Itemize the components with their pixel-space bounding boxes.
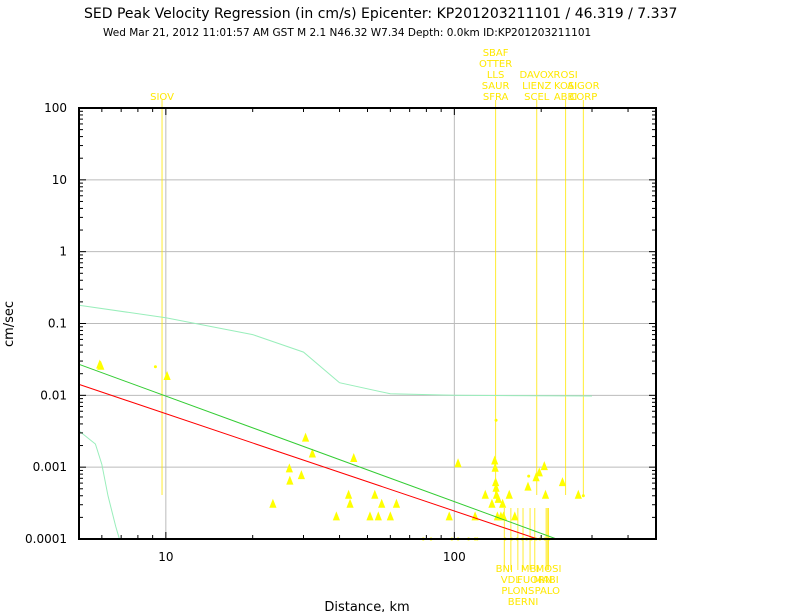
data-point (286, 475, 294, 485)
chart-title: SED Peak Velocity Regression (in cm/s) E… (84, 6, 677, 22)
station-label: SIOV (150, 92, 174, 103)
data-point (574, 489, 582, 499)
data-point (378, 498, 386, 508)
station-label-bottom: MBI (521, 564, 539, 575)
regression-line-green (78, 363, 557, 540)
y-tick-label: 0.0001 (25, 532, 67, 546)
chart-subtitle: Wed Mar 21, 2012 11:01:57 AM GST M 2.1 N… (103, 27, 591, 39)
station-label-bottom: BERNI (508, 597, 539, 608)
data-point (297, 470, 305, 480)
y-axis-label: cm/sec (2, 301, 17, 347)
station-label: LIENZ (522, 81, 551, 92)
station-label: ABBI (554, 92, 578, 103)
data-point (558, 477, 567, 487)
station-label: CORP (569, 92, 597, 103)
x-axis-label: Distance, km (324, 600, 409, 612)
data-point (350, 452, 358, 462)
station-label-bottom: VDL (501, 575, 522, 586)
data-point (371, 489, 379, 499)
station-label: OTTER (479, 59, 512, 70)
data-point (492, 482, 500, 492)
station-label: SBAF (483, 48, 509, 59)
station-label: DAVOX (519, 70, 554, 81)
x-tick-label: 100 (443, 550, 466, 564)
data-point (374, 511, 382, 521)
data-point (532, 472, 540, 482)
y-tick-label: 1 (59, 245, 67, 259)
data-point (163, 370, 171, 380)
data-point (541, 489, 550, 499)
station-label: KOSI (554, 81, 577, 92)
station-label-bottom: BNI (496, 564, 513, 575)
y-tick-label: 0.001 (33, 460, 67, 474)
data-point (366, 511, 374, 521)
data-point (499, 498, 507, 508)
data-point (524, 481, 532, 491)
data-point (491, 455, 499, 465)
station-label-bottom: PALO (535, 586, 560, 597)
station-label-bottom: MOSI (536, 564, 562, 575)
station-label: AIGOR (567, 81, 599, 92)
data-point (345, 489, 353, 499)
data-point-small (581, 494, 585, 498)
station-label: SFRA (483, 92, 509, 103)
data-point (481, 489, 489, 499)
data-point-small (153, 365, 157, 369)
axis-ticks: 10 100 100 10 1 0.1 0.01 0.001 0.0001 (25, 101, 657, 564)
y-tick-label: 10 (52, 173, 67, 187)
data-point (499, 511, 508, 521)
data-point (540, 461, 548, 471)
station-label-bottom: PLONS (501, 586, 534, 597)
data-point (492, 477, 500, 487)
data-point-small (527, 474, 531, 478)
data-point (308, 448, 316, 458)
y-tick-label: 0.01 (40, 388, 67, 402)
data-point (454, 458, 462, 468)
station-label-bottom: MABI (533, 575, 558, 586)
station-label-bottom: FUORN (517, 575, 552, 586)
data-point (269, 498, 277, 508)
data-point (301, 432, 310, 442)
data-point (494, 493, 502, 503)
data-point (386, 511, 394, 521)
data-point (535, 467, 543, 477)
y-tick-label: 100 (44, 101, 67, 115)
data-point (392, 498, 401, 508)
series-layer (78, 100, 593, 570)
x-tick-label: 10 (158, 550, 173, 564)
data-point (445, 511, 453, 521)
bound-line-light-steep (78, 430, 120, 540)
station-label: LLS (487, 70, 505, 81)
data-point (97, 360, 105, 370)
data-point (285, 463, 293, 473)
data-point (491, 462, 499, 472)
data-point-small (494, 418, 498, 422)
data-point (511, 511, 519, 521)
data-point (332, 511, 340, 521)
bound-line-light (78, 304, 593, 397)
data-point (488, 498, 496, 508)
station-label: ROSI (554, 70, 578, 81)
station-label: SAUR (482, 81, 510, 92)
regression-line-red (78, 383, 538, 540)
data-point (346, 498, 354, 508)
y-tick-label: 0.1 (48, 317, 67, 331)
station-label: SCEL (524, 92, 550, 103)
data-point (505, 489, 513, 499)
